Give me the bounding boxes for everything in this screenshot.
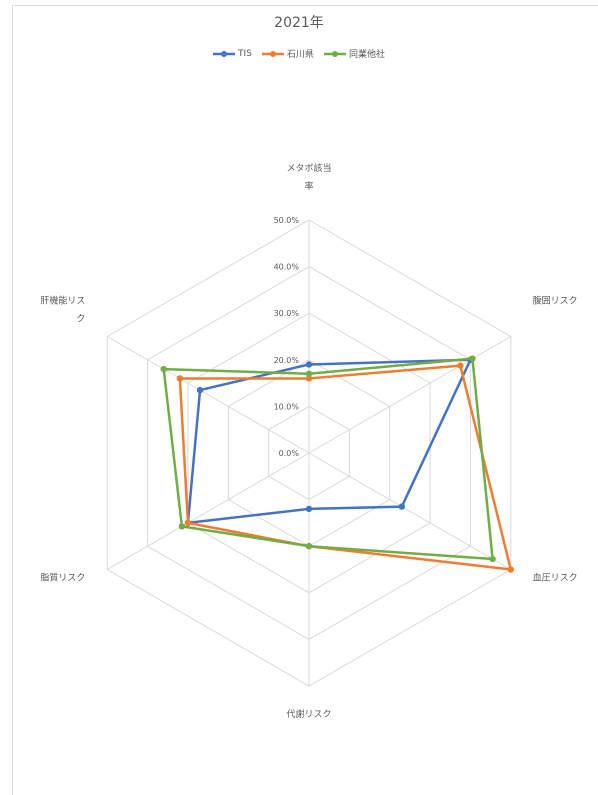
legend-item: 同業他社 — [323, 47, 385, 60]
data-point — [184, 519, 192, 527]
legend-label: 石川県 — [286, 50, 314, 60]
data-point — [178, 523, 186, 530]
data-point — [398, 503, 406, 510]
data-point — [196, 386, 204, 394]
tick-label: 10.0% — [274, 402, 300, 411]
axis-label: 肝機能リス — [40, 295, 85, 307]
tick-label: 0.0% — [279, 449, 300, 458]
data-point — [469, 355, 476, 362]
legend-item: 石川県 — [261, 47, 314, 60]
legend-swatch — [261, 50, 284, 57]
series-line — [178, 364, 513, 571]
axis-label: 代謝リスク — [286, 708, 331, 720]
data-point — [305, 505, 313, 513]
legend-swatch — [323, 50, 346, 57]
legend-item: TIS — [213, 47, 252, 60]
axis-spoke — [308, 336, 512, 454]
data-point — [305, 370, 313, 377]
data-point — [176, 375, 184, 382]
tick-label: 40.0% — [274, 263, 300, 272]
tick-label: 20.0% — [274, 356, 300, 365]
tick-label: 30.0% — [274, 309, 300, 318]
tick-label: 50.0% — [274, 216, 300, 225]
data-point — [489, 555, 496, 563]
legend-label: 同業他社 — [348, 50, 385, 60]
axis-label: 腹囲リスク — [533, 295, 578, 307]
axis-label: 脂質リスク — [40, 572, 85, 584]
chart-area — [12, 5, 598, 795]
axis-label: ク — [76, 314, 85, 325]
data-point — [457, 362, 464, 369]
axis-label: 血圧リスク — [533, 572, 578, 584]
legend-swatch — [213, 50, 236, 57]
data-point — [507, 566, 514, 573]
data-point — [160, 365, 167, 373]
axis-spoke — [106, 336, 310, 454]
data-point — [305, 375, 313, 382]
axis-spoke — [308, 452, 512, 570]
data-point — [305, 543, 313, 550]
data-point — [305, 361, 313, 368]
axis-label: メタボ該当 — [286, 162, 331, 174]
axis-spoke — [106, 452, 310, 570]
axis-label: 率 — [304, 180, 313, 192]
chart-title: 2021年 — [274, 15, 324, 31]
legend: TIS 石川県 同業他社 — [0, 47, 598, 60]
legend-label: TIS — [238, 48, 252, 59]
